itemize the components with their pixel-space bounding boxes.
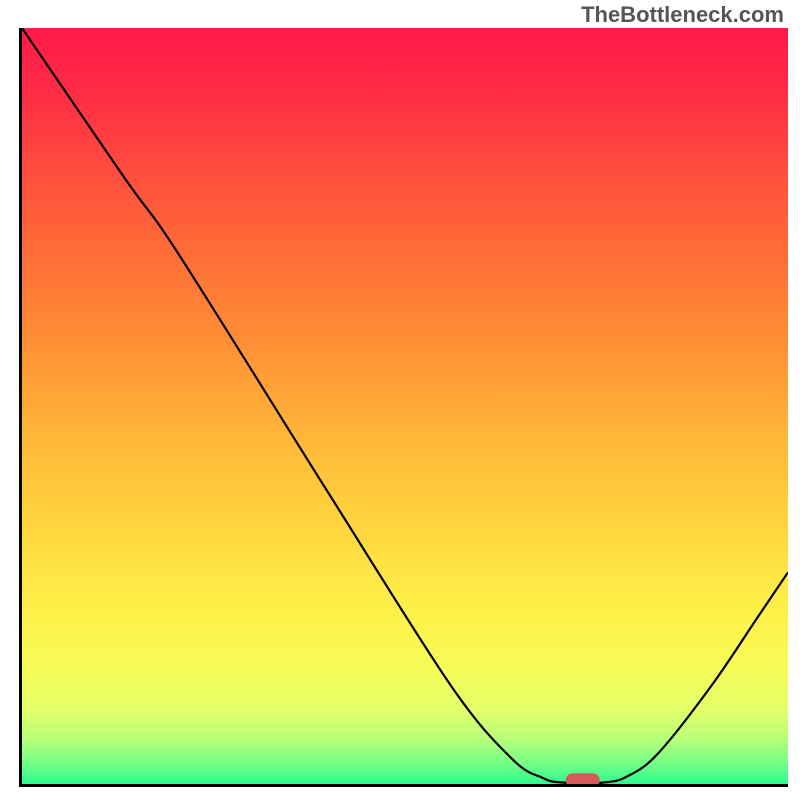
y-axis (19, 28, 22, 787)
bottleneck-chart: TheBottleneck.com (0, 0, 800, 800)
bottleneck-curve (22, 28, 788, 783)
plot-area (22, 28, 788, 784)
x-axis (19, 784, 788, 787)
optimal-marker (566, 773, 600, 784)
curve-layer (22, 28, 788, 784)
attribution-label: TheBottleneck.com (581, 2, 784, 28)
